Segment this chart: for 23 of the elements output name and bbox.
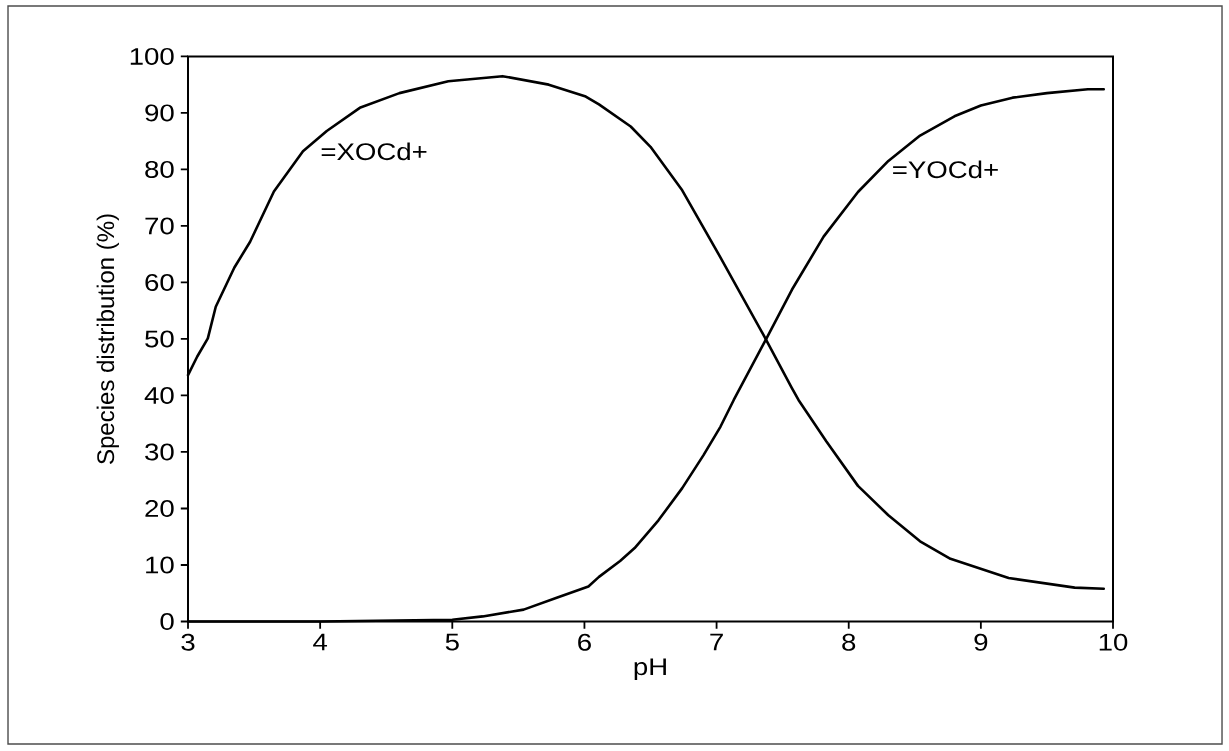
y-tick-label: 70	[145, 217, 174, 235]
y-tick-label: 50	[145, 330, 174, 348]
y-tick-label: 80	[145, 160, 174, 178]
x-tick-label: 8	[842, 633, 856, 651]
x-axis-title: pH	[634, 658, 666, 680]
x-tick-label: 3	[181, 633, 195, 651]
y-tick-label: 40	[144, 386, 174, 404]
y-tick-label: 10	[146, 556, 174, 574]
y-tick-label: 0	[160, 613, 174, 630]
series-label: =YOCd+	[893, 160, 998, 179]
y-axis-title: Species distribution (%)	[96, 214, 119, 464]
series-label: =XOCd+	[321, 142, 427, 161]
y-tick-label: 30	[145, 443, 174, 461]
y-tick-label: 60	[145, 273, 174, 291]
y-tick-label: 100	[130, 47, 174, 65]
x-tick-label: 10	[1099, 633, 1128, 651]
x-tick-label: 5	[445, 633, 459, 651]
x-tick-label: 9	[974, 633, 988, 651]
x-tick-label: 7	[710, 633, 723, 651]
x-tick-label: 4	[313, 633, 328, 651]
y-tick-label: 90	[145, 104, 174, 122]
x-tick-label: 6	[578, 633, 591, 651]
y-tick-label: 20	[145, 499, 174, 517]
